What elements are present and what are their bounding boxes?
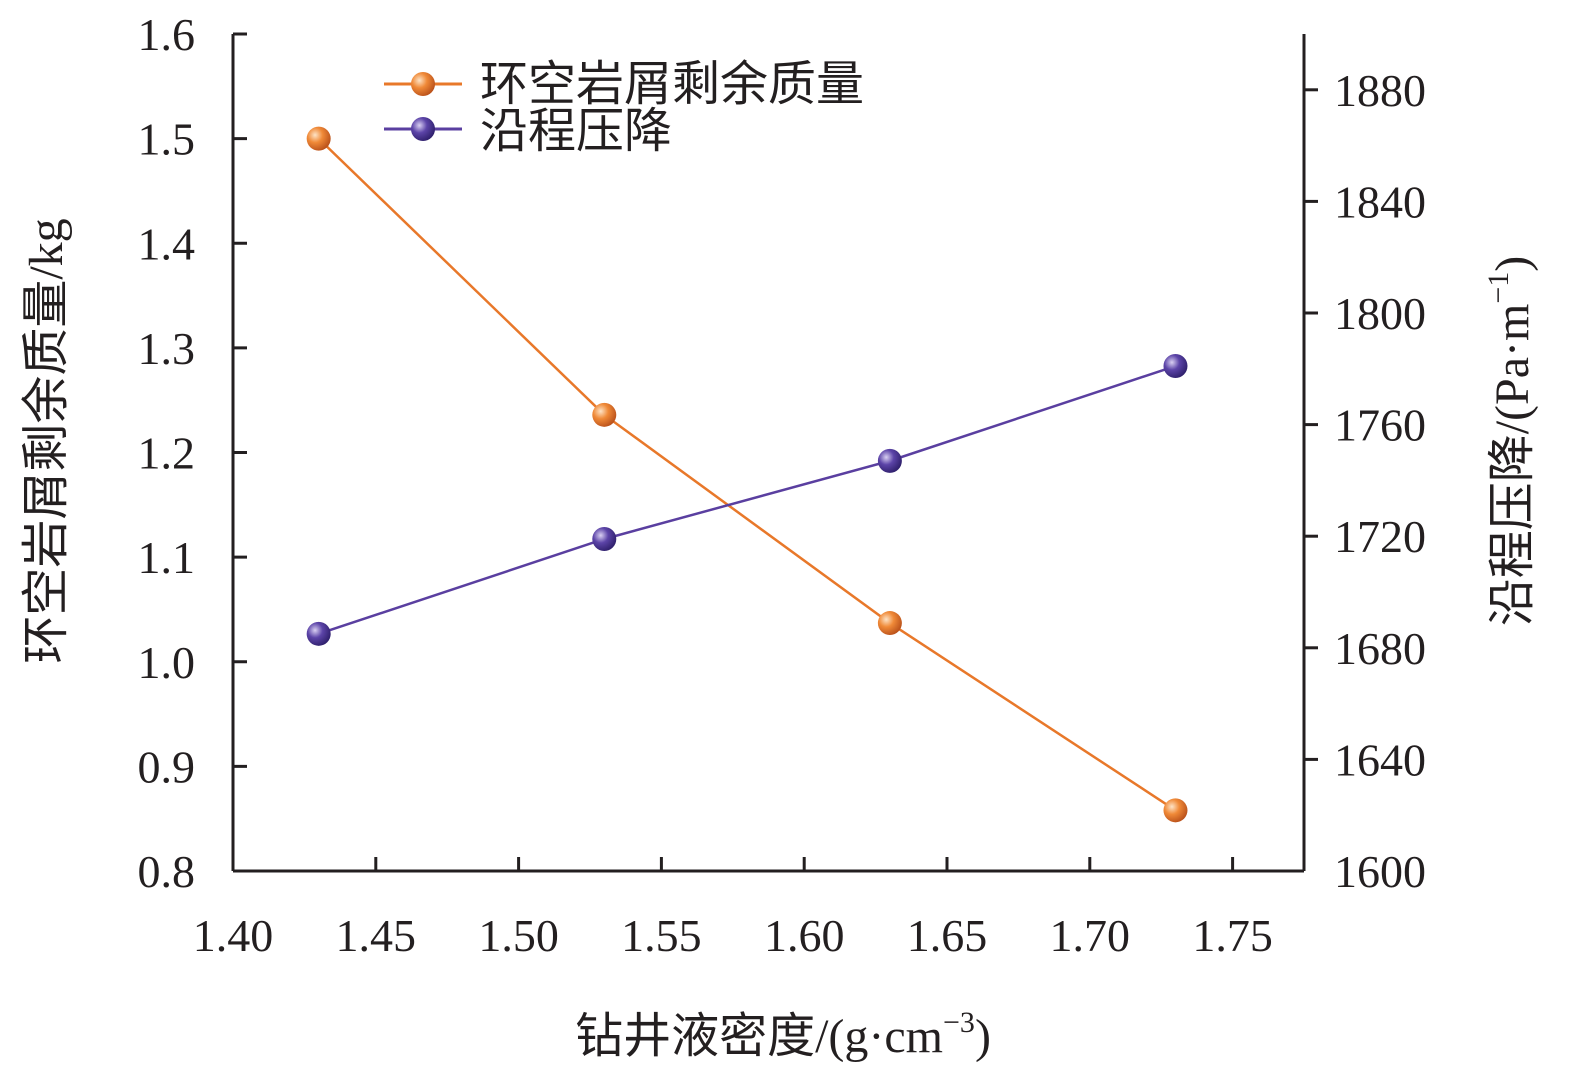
x-tick-label: 1.45 bbox=[336, 910, 417, 961]
right-y-tick-label: 1720 bbox=[1334, 511, 1426, 562]
right-y-axis-ticks: 1600 1640 1680 1720 1760 1800 1840 1880 bbox=[1304, 65, 1426, 897]
x-tick-label: 1.40 bbox=[193, 910, 274, 961]
series-line-pressure bbox=[318, 364, 1176, 636]
x-axis-ticks: 1.40 1.45 1.50 1.55 1.60 1.65 1.70 1.75 bbox=[193, 857, 1273, 961]
left-y-tick-label: 1.5 bbox=[138, 114, 196, 165]
right-y-tick-label: 1640 bbox=[1334, 734, 1426, 785]
right-y-tick-label: 1680 bbox=[1334, 623, 1426, 674]
left-y-tick-label: 1.1 bbox=[138, 532, 196, 583]
x-tick-label: 1.70 bbox=[1050, 910, 1131, 961]
right-y-tick-label: 1800 bbox=[1334, 288, 1426, 339]
data-point-pressure bbox=[306, 621, 331, 646]
left-y-tick-label: 1.4 bbox=[138, 218, 196, 269]
data-point-mass bbox=[877, 611, 902, 636]
data-point-mass bbox=[306, 126, 331, 151]
x-tick-label: 1.50 bbox=[478, 910, 559, 961]
legend: 环空岩屑剩余质量 沿程压降 bbox=[384, 58, 864, 158]
right-y-axis-title: 沿程压降/(Pa·m−1) bbox=[1482, 256, 1539, 627]
axes bbox=[231, 34, 1306, 873]
legend-marker-pressure bbox=[411, 117, 435, 141]
legend-label-pressure: 沿程压降 bbox=[480, 105, 672, 158]
left-y-tick-label: 1.2 bbox=[138, 428, 196, 479]
x-axis-title: 钻井液密度/(g·cm−3) bbox=[575, 1006, 991, 1063]
left-y-tick-label: 1.3 bbox=[138, 323, 196, 374]
left-y-tick-label: 0.9 bbox=[138, 741, 196, 792]
data-point-mass bbox=[1163, 798, 1188, 823]
left-y-axis-ticks: 0.8 0.9 1.0 1.1 1.2 1.3 1.4 1.5 1.6 bbox=[138, 9, 247, 897]
series-layer bbox=[306, 126, 1188, 823]
right-y-tick-label: 1760 bbox=[1334, 400, 1426, 451]
left-y-axis-title: 环空岩屑剩余质量/kg bbox=[20, 218, 73, 663]
x-tick-label: 1.60 bbox=[764, 910, 845, 961]
legend-marker-mass bbox=[411, 72, 435, 96]
data-point-pressure bbox=[1163, 354, 1188, 379]
series-line-mass bbox=[317, 137, 1177, 812]
x-tick-label: 1.55 bbox=[621, 910, 702, 961]
x-tick-label: 1.65 bbox=[907, 910, 988, 961]
right-y-tick-label: 1840 bbox=[1334, 176, 1426, 227]
right-y-tick-label: 1600 bbox=[1334, 846, 1426, 897]
right-y-tick-label: 1880 bbox=[1334, 65, 1426, 116]
data-point-pressure bbox=[592, 526, 617, 551]
data-point-mass bbox=[592, 402, 617, 427]
left-y-tick-label: 1.6 bbox=[138, 9, 196, 60]
legend-label-mass: 环空岩屑剩余质量 bbox=[480, 58, 864, 111]
left-y-tick-label: 0.8 bbox=[138, 846, 196, 897]
data-point-pressure bbox=[877, 448, 902, 473]
left-y-tick-label: 1.0 bbox=[138, 637, 196, 688]
x-tick-label: 1.75 bbox=[1192, 910, 1273, 961]
